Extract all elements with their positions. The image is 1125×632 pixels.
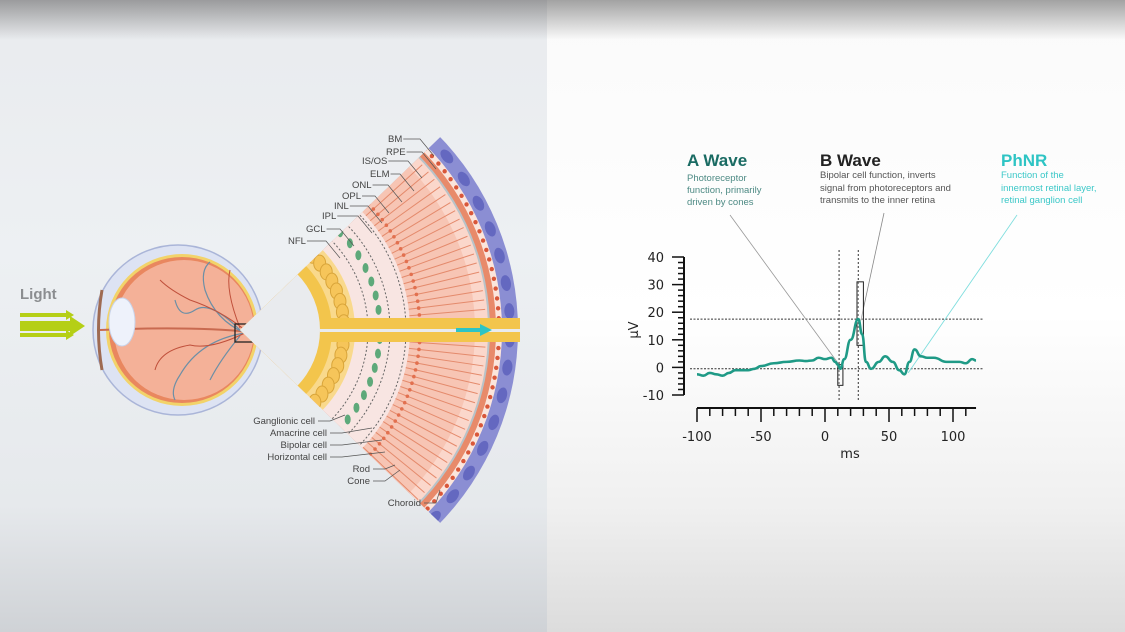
b-wave-title: B Wave bbox=[820, 151, 881, 170]
b-wave-desc-line: signal from photoreceptors and bbox=[820, 183, 951, 194]
a-wave-desc-line: Photoreceptor bbox=[687, 173, 747, 184]
leader-line bbox=[318, 414, 346, 422]
leader-line bbox=[406, 151, 437, 170]
leader-line bbox=[337, 215, 373, 234]
leader-line bbox=[362, 195, 390, 214]
erg-waveform-line bbox=[696, 317, 977, 377]
cell-label: Bipolar cell bbox=[281, 440, 327, 451]
wave-marker-box bbox=[856, 281, 864, 346]
phnr-annotation: PhNR Function of the innermost retinal l… bbox=[1001, 151, 1099, 206]
y-tick-label: 40 bbox=[647, 251, 664, 266]
layer-label: IS/OS bbox=[362, 156, 387, 167]
b-wave-desc-line: Bipolar cell function, inverts bbox=[820, 170, 936, 181]
leader-line bbox=[349, 205, 383, 224]
phnr-desc-line: innermost retinal layer, bbox=[1001, 183, 1097, 194]
y-tick-label: 10 bbox=[647, 334, 664, 349]
leader-line bbox=[373, 469, 401, 482]
leader-line bbox=[330, 427, 373, 434]
a-wave-title: A Wave bbox=[687, 151, 747, 170]
svg-text:Function of the innermos: Function of the innermost retinal layer,… bbox=[1001, 170, 1099, 206]
x-tick-label: -100 bbox=[682, 430, 712, 445]
leader-line bbox=[326, 228, 355, 247]
leader-line bbox=[373, 464, 396, 470]
y-axis-label: µV bbox=[627, 321, 642, 338]
x-tick-label: -50 bbox=[750, 430, 771, 445]
y-tick-label: -10 bbox=[643, 389, 664, 404]
layer-label: ELM bbox=[370, 169, 390, 180]
leader-line bbox=[330, 451, 386, 458]
y-tick-label: 30 bbox=[647, 279, 664, 294]
svg-text:Photoreceptor function,: Photoreceptor function, primarily driven… bbox=[687, 173, 764, 208]
b-wave-pointer bbox=[860, 212, 885, 321]
layer-label: BM bbox=[388, 134, 402, 145]
a-wave-desc-line: driven by cones bbox=[687, 197, 754, 208]
y-tick-label: 0 bbox=[656, 361, 664, 376]
leader-line bbox=[390, 173, 415, 192]
cell-label: Cone bbox=[347, 476, 370, 487]
phnr-title: PhNR bbox=[1001, 151, 1047, 170]
layer-label: OPL bbox=[342, 191, 361, 202]
a-wave-annotation: A Wave Photoreceptor function, primarily… bbox=[687, 151, 764, 208]
leader-line bbox=[372, 184, 403, 203]
leader-line bbox=[330, 439, 383, 446]
y-tick-label: 20 bbox=[647, 306, 664, 321]
phnr-desc-line: Function of the bbox=[1001, 170, 1064, 181]
x-tick-label: 100 bbox=[941, 430, 966, 445]
x-axis-label: ms bbox=[840, 447, 860, 462]
wave-marker-box bbox=[837, 364, 844, 386]
b-wave-desc-line: transmits to the inner retina bbox=[820, 195, 936, 206]
cell-label: Ganglionic cell bbox=[253, 416, 315, 427]
layer-label: IPL bbox=[322, 211, 336, 222]
light-arrows-icon bbox=[20, 310, 85, 340]
light-label: Light bbox=[20, 286, 57, 303]
signal-direction-arrow-icon bbox=[456, 324, 492, 336]
a-wave-pointer bbox=[729, 214, 840, 365]
erg-chart-panel bbox=[547, 0, 1125, 632]
layer-label: RPE bbox=[386, 147, 406, 158]
cell-label: Amacrine cell bbox=[270, 428, 327, 439]
b-wave-annotation: B Wave Bipolar cell function, inverts si… bbox=[820, 151, 954, 206]
x-tick-label: 0 bbox=[821, 430, 829, 445]
phnr-desc-line: retinal ganglion cell bbox=[1001, 195, 1082, 206]
layer-label: GCL bbox=[306, 224, 326, 235]
top-shade bbox=[0, 0, 1125, 40]
leader-line bbox=[388, 160, 423, 179]
a-wave-desc-line: function, primarily bbox=[687, 185, 762, 196]
leader-line bbox=[306, 240, 341, 259]
layer-label: ONL bbox=[352, 180, 372, 191]
layer-label: INL bbox=[334, 201, 349, 212]
eyeball-illustration bbox=[92, 244, 291, 416]
x-tick-label: 50 bbox=[881, 430, 898, 445]
phnr-pointer bbox=[907, 214, 1018, 374]
layer-label: NFL bbox=[288, 236, 306, 247]
svg-text:Bipolar cell function, inverts: Bipolar cell function, inverts signal fr… bbox=[820, 170, 954, 206]
cell-label: Horizontal cell bbox=[267, 452, 327, 463]
cell-label: Choroid bbox=[388, 498, 421, 509]
leader-line bbox=[403, 138, 435, 157]
cell-label: Rod bbox=[353, 464, 370, 475]
leader-line bbox=[424, 489, 441, 504]
